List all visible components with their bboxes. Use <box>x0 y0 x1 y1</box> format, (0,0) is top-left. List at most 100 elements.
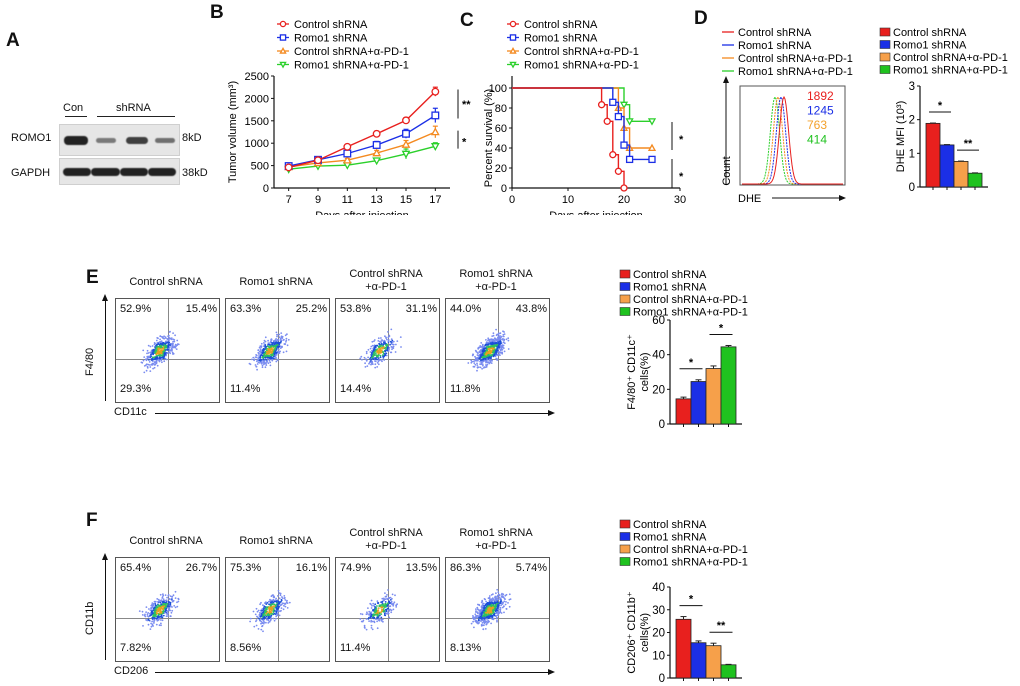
event-dot <box>269 616 272 618</box>
event-dot <box>257 351 260 354</box>
facs-title-line: Control shRNA <box>129 535 203 547</box>
quadrant-percentage-ur: 5.74% <box>515 562 547 574</box>
quadrant-percentage-ll: 14.4% <box>340 383 372 395</box>
event-dot <box>480 609 482 611</box>
event-dot <box>380 613 383 615</box>
event-dot <box>261 356 264 358</box>
event-dot <box>483 349 486 352</box>
event-dot <box>272 344 274 346</box>
event-dot <box>167 605 169 607</box>
event-dot <box>483 358 486 360</box>
event-dot <box>167 344 170 346</box>
event-dot <box>386 597 389 600</box>
event-dot <box>152 367 154 370</box>
event-dot <box>482 628 485 631</box>
event-dot <box>277 346 280 349</box>
event-dot <box>390 345 393 348</box>
event-dot <box>153 356 156 359</box>
event-dot <box>496 338 499 341</box>
event-dot <box>472 620 474 623</box>
event-dot <box>359 618 362 620</box>
event-dot <box>169 603 172 605</box>
event-dot <box>152 602 155 605</box>
event-dot <box>268 343 270 346</box>
event-dot <box>155 623 158 626</box>
event-dot <box>393 601 396 604</box>
event-dot <box>389 605 392 608</box>
y-axis-arrow <box>105 557 106 660</box>
event-dot <box>500 347 503 349</box>
event-dot <box>177 600 180 603</box>
event-dot <box>258 350 261 353</box>
event-dot <box>502 341 505 344</box>
event-dot <box>266 361 268 363</box>
event-dot <box>162 610 164 613</box>
event-dot <box>373 352 375 354</box>
event-dot <box>492 593 494 595</box>
event-dot <box>268 358 271 361</box>
survival-curve <box>512 87 652 122</box>
quadrant-percentage-ll: 29.3% <box>120 383 152 395</box>
data-point <box>614 112 623 121</box>
event-dot <box>281 597 284 599</box>
event-dot <box>364 366 367 368</box>
event-dot <box>382 347 384 350</box>
event-dot <box>371 344 374 347</box>
event-dot <box>162 598 165 600</box>
event-dot <box>264 345 267 347</box>
event-dot <box>395 343 397 346</box>
event-dot <box>276 339 279 341</box>
event-dot <box>493 605 496 608</box>
x-tick-label: 0 <box>509 194 515 206</box>
event-dot <box>390 609 393 612</box>
event-dot <box>485 602 488 605</box>
event-dot <box>256 368 258 371</box>
dot-cloud <box>470 588 512 631</box>
event-dot <box>263 605 266 608</box>
event-dot <box>492 338 495 341</box>
event-dot <box>269 364 272 367</box>
event-dot <box>277 348 280 351</box>
event-dot <box>503 600 506 603</box>
event-dot <box>155 339 158 342</box>
event-dot <box>370 603 372 606</box>
significance-label: * <box>679 171 684 183</box>
event-dot <box>496 604 499 607</box>
event-dot <box>270 595 273 598</box>
event-dot <box>487 348 490 351</box>
event-dot <box>159 344 162 347</box>
event-dot <box>492 617 495 620</box>
legend-label: Control shRNA <box>893 27 967 39</box>
facs-title-line: Romo1 shRNA <box>239 276 313 288</box>
event-dot <box>485 339 487 341</box>
event-dot <box>371 356 373 359</box>
event-dot <box>153 622 155 624</box>
event-dot <box>276 335 278 338</box>
event-dot <box>278 605 280 608</box>
event-dot <box>285 339 288 342</box>
event-dot <box>278 350 281 353</box>
event-dot <box>164 603 166 605</box>
bar <box>690 381 707 425</box>
event-dot <box>283 343 286 345</box>
data-point <box>625 118 634 126</box>
event-dot <box>497 345 500 348</box>
x-axis-label: Days after injection <box>315 210 409 215</box>
event-dot <box>392 347 395 350</box>
event-dot <box>249 620 251 623</box>
significance-label: ** <box>717 620 726 632</box>
event-dot <box>145 364 147 366</box>
event-dot <box>490 610 492 612</box>
y-tick-label: 80 <box>495 103 507 115</box>
event-dot <box>270 599 273 602</box>
event-dot <box>480 348 482 351</box>
event-dot <box>276 612 279 615</box>
event-dot <box>169 330 171 333</box>
event-dot <box>508 598 511 601</box>
event-dot <box>272 357 275 360</box>
event-dot <box>280 599 283 602</box>
event-dot <box>390 338 393 341</box>
event-dot <box>473 626 475 629</box>
event-dot <box>373 620 375 623</box>
